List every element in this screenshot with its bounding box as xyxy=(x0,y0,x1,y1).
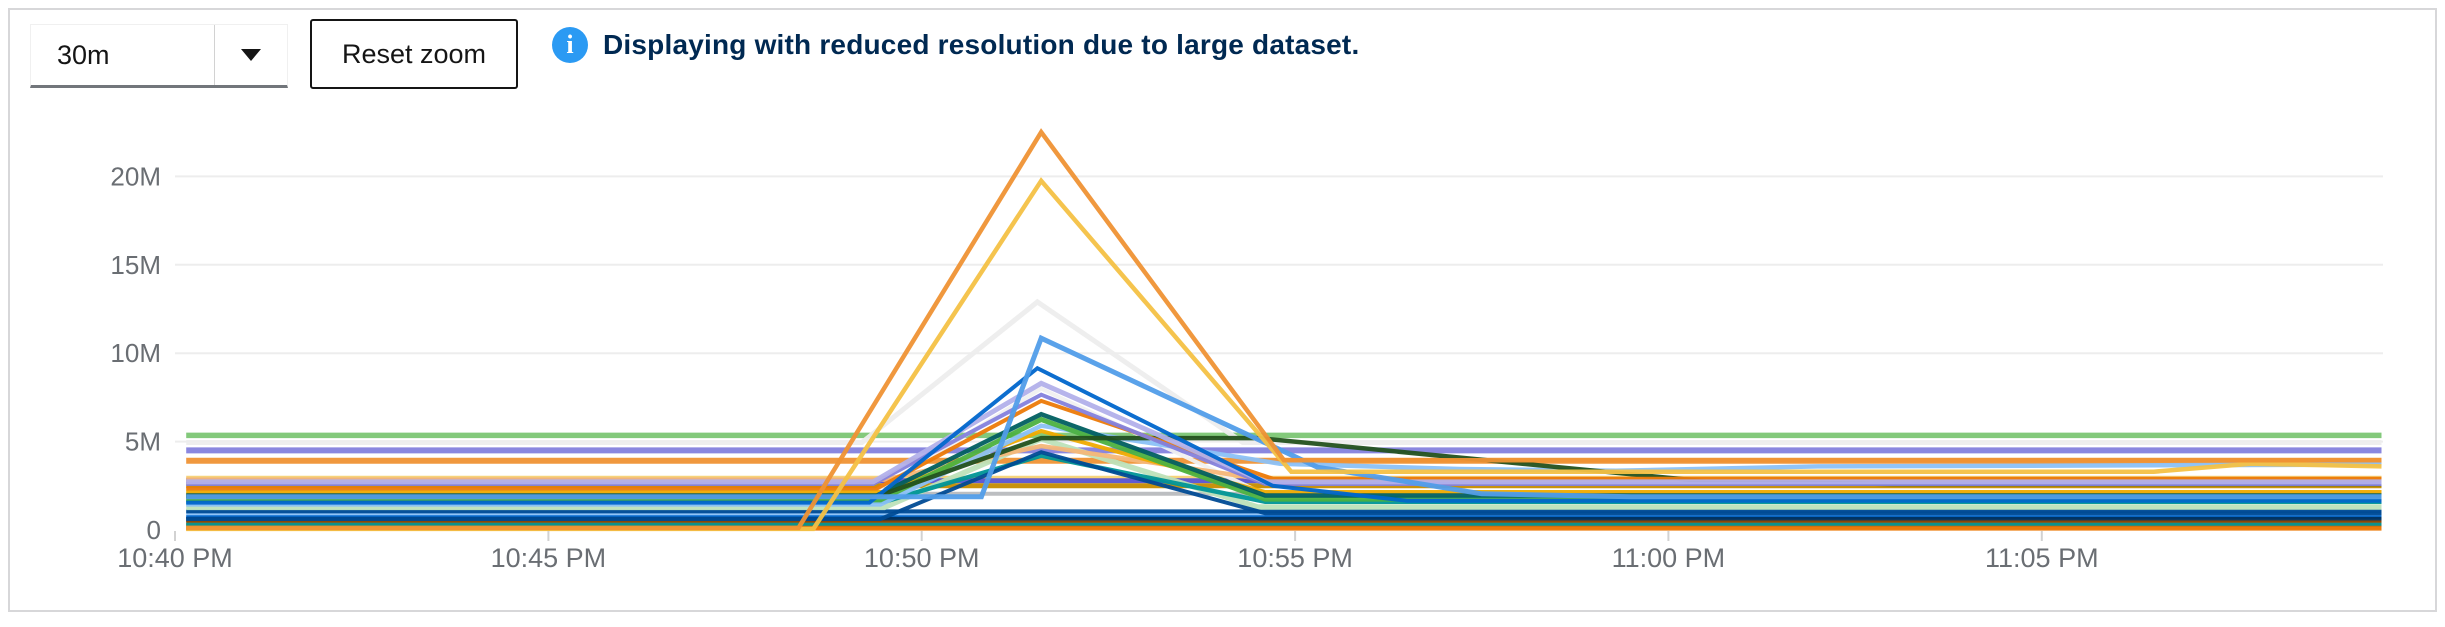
series-blue-spike-high xyxy=(186,334,2382,500)
x-axis: 10:40 PM 10:45 PM 10:50 PM 10:55 PM 11:00 PM… xyxy=(117,531,2099,573)
gridlines xyxy=(175,175,2383,443)
x-tick-label: 11:05 PM xyxy=(1985,543,2099,573)
y-tick-label: 5M xyxy=(125,427,161,457)
x-tick-label: 10:45 PM xyxy=(491,543,607,573)
reduced-resolution-message: Displaying with reduced resolution due t… xyxy=(603,29,1360,60)
select-divider xyxy=(214,25,215,85)
series-gray-spike xyxy=(186,298,2382,445)
x-tick-label: 10:50 PM xyxy=(864,543,980,573)
time-range-select[interactable]: 30m xyxy=(30,24,288,88)
info-icon: i xyxy=(552,27,588,63)
reset-zoom-button[interactable]: Reset zoom xyxy=(310,19,518,89)
x-tick-label: 11:00 PM xyxy=(1612,543,1726,573)
series-orange-spike-mid xyxy=(186,398,2382,491)
y-tick-label: 20M xyxy=(110,161,161,191)
series-gold-spike-low xyxy=(186,428,2382,494)
x-tick-label: 10:55 PM xyxy=(1237,543,1353,573)
select-caret-box xyxy=(215,25,287,85)
series-pale-blue-spike xyxy=(186,423,2382,507)
chevron-down-icon xyxy=(241,49,261,61)
series-lavender-spike xyxy=(186,380,2382,485)
y-tick-label: 15M xyxy=(110,250,161,280)
series-blue-spike xyxy=(186,365,2382,505)
y-tick-label: 10M xyxy=(110,338,161,368)
reduced-resolution-alert: i Displaying with reduced resolution due… xyxy=(552,27,1359,63)
time-range-value: 30m xyxy=(57,39,110,70)
series-navy-spike xyxy=(186,450,2382,521)
y-axis: 0 5M 10M 15M 20M xyxy=(110,161,161,545)
series-orange-spike xyxy=(186,128,2382,531)
series-gold-spike xyxy=(186,177,2382,532)
y-tick-label: 0 xyxy=(147,515,161,545)
x-tick-label: 10:40 PM xyxy=(117,543,233,573)
series-lines xyxy=(186,128,2382,532)
